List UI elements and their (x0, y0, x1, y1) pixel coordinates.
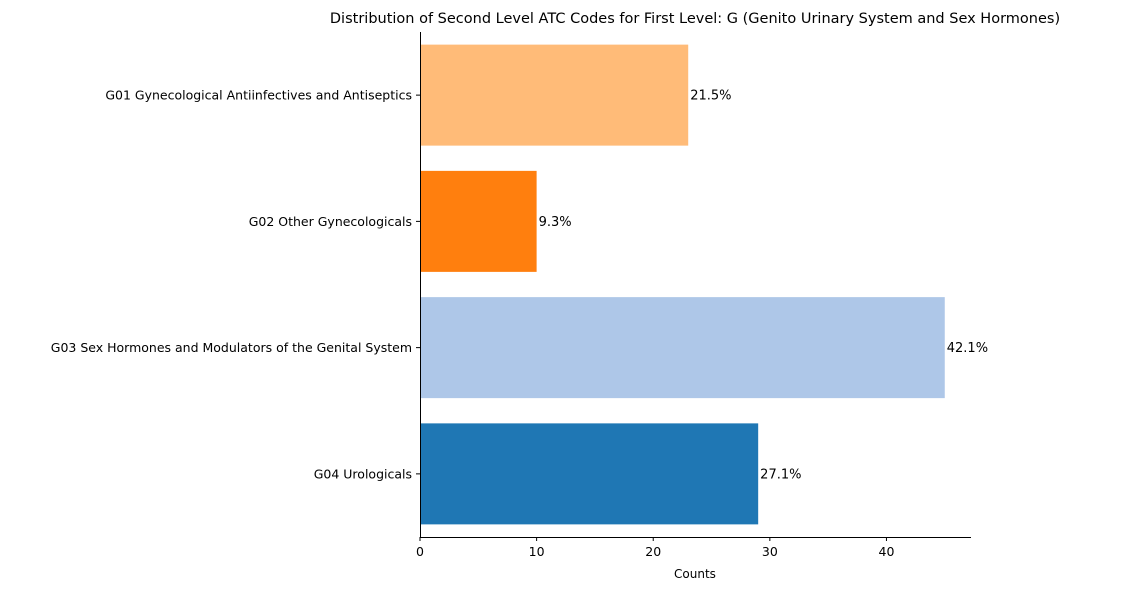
y-tick-label: G03 Sex Hormones and Modulators of the G… (51, 340, 412, 355)
x-tick-label: 0 (416, 544, 424, 559)
bar-value-label: 9.3% (539, 215, 572, 230)
y-tick-label: G01 Gynecological Antiinfectives and Ant… (105, 88, 412, 103)
x-tick-label: 10 (529, 544, 545, 559)
bar-value-label: 27.1% (760, 467, 801, 482)
bar (420, 44, 689, 146)
y-tick-label: G02 Other Gynecologicals (249, 214, 412, 229)
chart-title: Distribution of Second Level ATC Codes f… (330, 11, 1060, 27)
bar-value-label: 21.5% (690, 89, 731, 104)
x-tick-label: 40 (879, 544, 895, 559)
x-axis-label: Counts (674, 567, 716, 581)
bar (420, 423, 759, 525)
y-tick-label: G04 Urologicals (314, 466, 412, 481)
x-tick-label: 20 (645, 544, 661, 559)
bar-value-label: 42.1% (947, 341, 988, 356)
bar (420, 170, 537, 272)
bar (420, 297, 945, 399)
x-tick-label: 30 (762, 544, 778, 559)
